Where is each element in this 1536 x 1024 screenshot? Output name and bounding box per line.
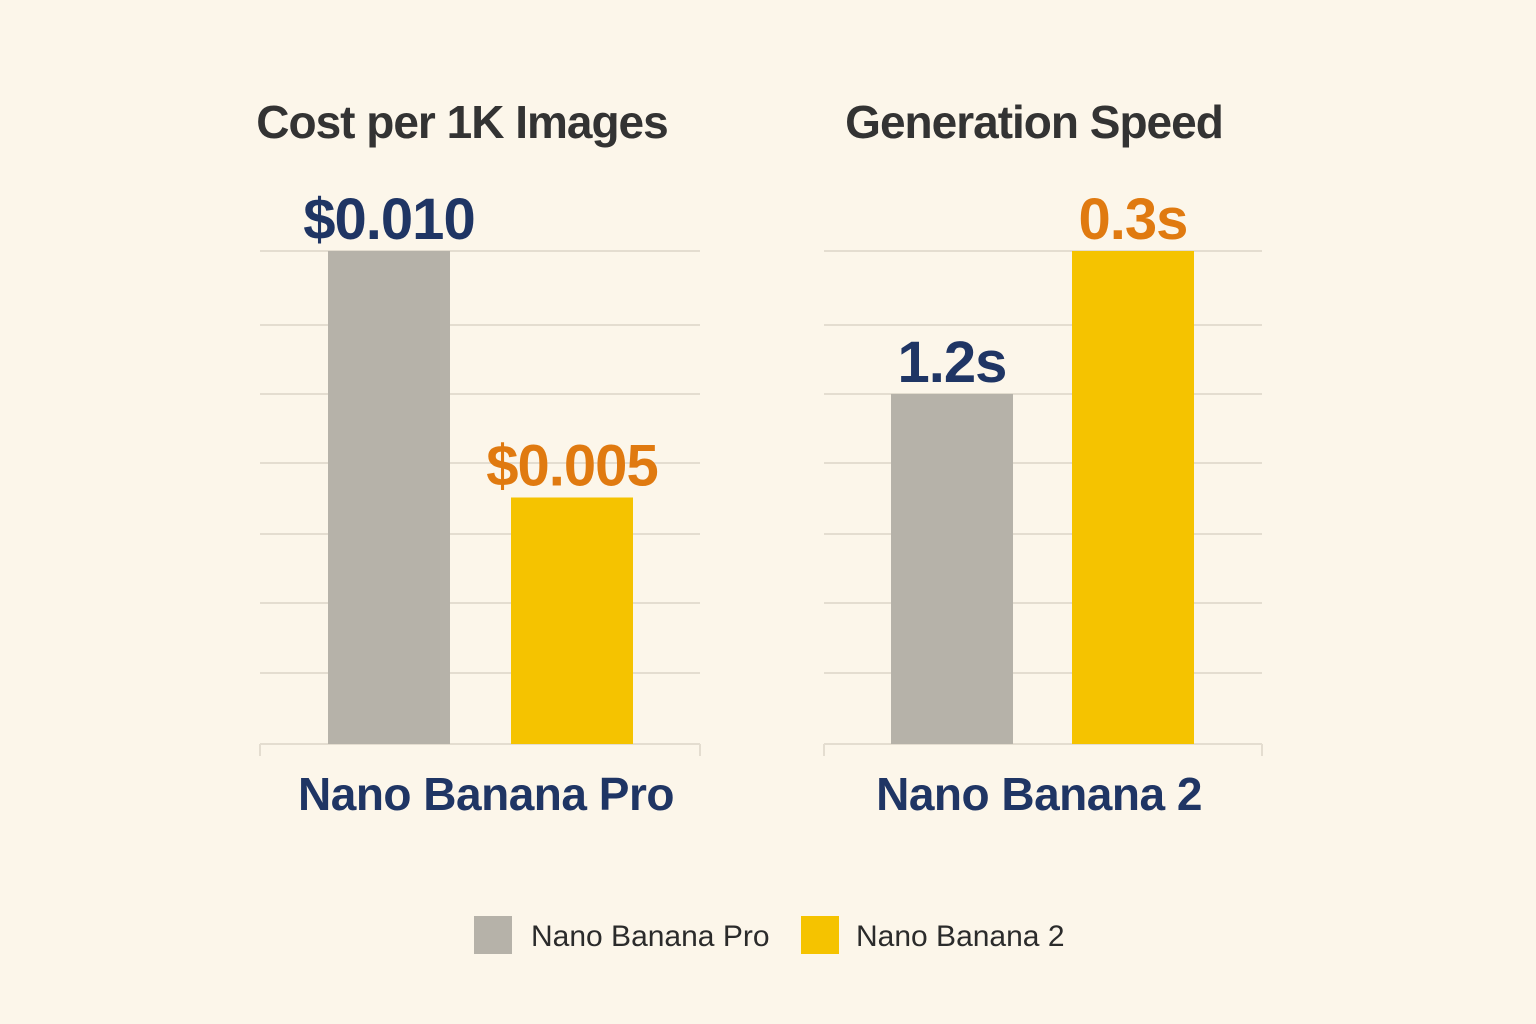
cost-chart-bars <box>328 251 633 744</box>
speed-chart-title: Generation Speed <box>845 96 1223 148</box>
speed-chart-value-labels: 1.2s 0.3s <box>898 187 1189 395</box>
speed-chart-category-label: Nano Banana 2 <box>876 768 1202 820</box>
speed-chart-panel: Generation Speed 1.2s 0.3s Nano Banana 2 <box>823 96 1263 820</box>
legend-label-nano-banana-2: Nano Banana 2 <box>856 920 1065 953</box>
bar-nano-banana-pro <box>891 393 1013 744</box>
cost-chart-title: Cost per 1K Images <box>256 96 667 148</box>
legend-swatch-nano-banana-pro <box>474 916 512 954</box>
bar-nano-banana-2 <box>1072 251 1194 744</box>
value-label-nano-banana-pro: $0.010 <box>303 187 474 252</box>
cost-chart-grid <box>259 250 701 756</box>
speed-chart-bars <box>891 251 1194 744</box>
cost-chart-value-labels: $0.010 $0.005 <box>303 187 658 499</box>
value-label-nano-banana-2: 0.3s <box>1079 187 1188 252</box>
bar-nano-banana-2 <box>511 497 633 744</box>
cost-chart-category-label: Nano Banana Pro <box>298 768 674 820</box>
value-label-nano-banana-pro: 1.2s <box>898 330 1007 395</box>
bar-nano-banana-pro <box>328 251 450 744</box>
legend-label-nano-banana-pro: Nano Banana Pro <box>531 920 770 953</box>
legend: Nano Banana Pro Nano Banana 2 <box>474 916 1065 954</box>
speed-chart-grid <box>823 250 1263 756</box>
value-label-nano-banana-2: $0.005 <box>486 434 657 499</box>
legend-swatch-nano-banana-2 <box>801 916 839 954</box>
cost-chart-panel: Cost per 1K Images $0.010 $0.005 Nano Ban… <box>256 96 701 820</box>
